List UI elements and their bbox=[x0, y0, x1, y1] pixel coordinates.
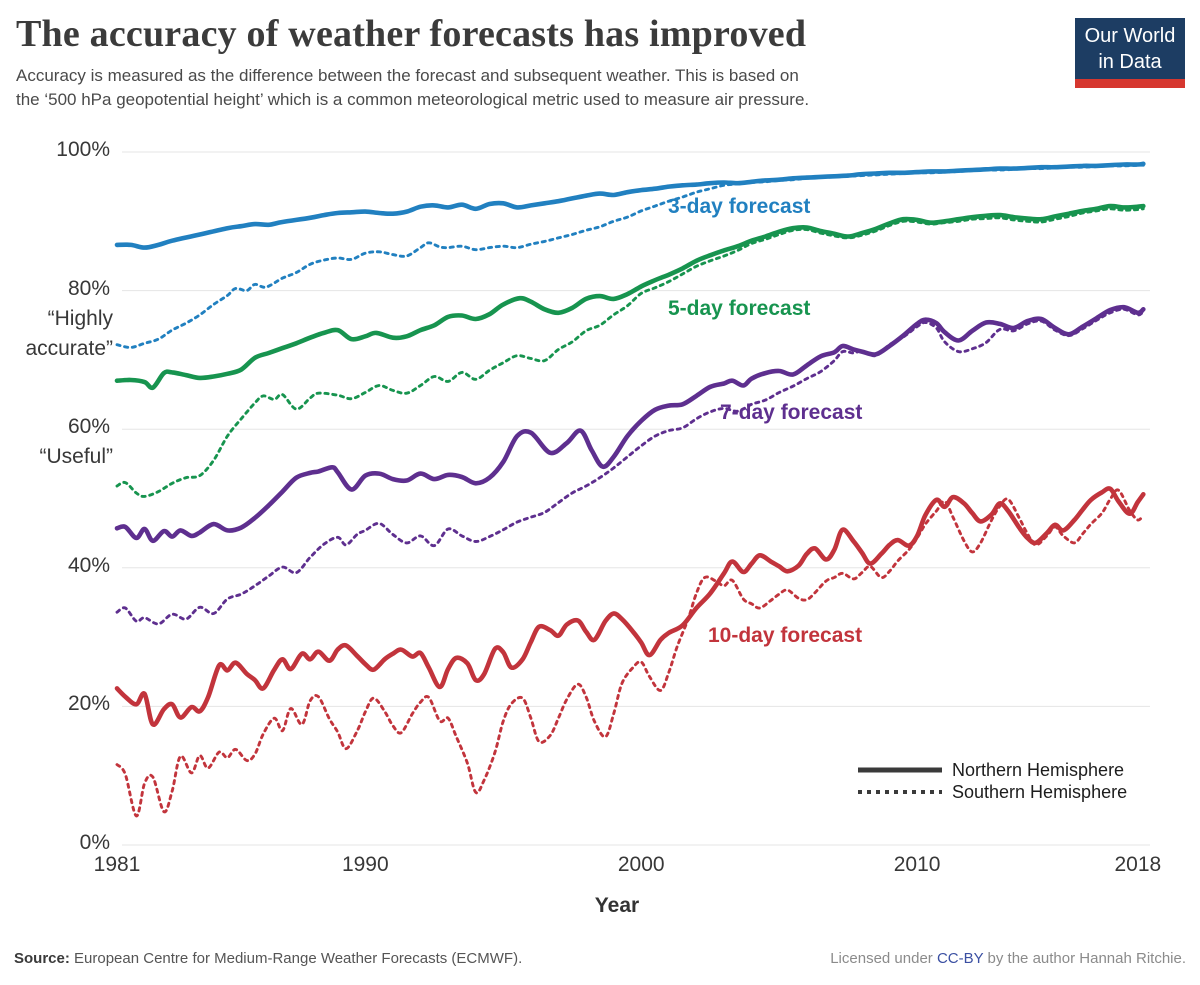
y-tick-label-60: 60% bbox=[67, 415, 110, 439]
line-7-day-northern bbox=[114, 304, 1146, 544]
cc-by-link[interactable]: CC-BY bbox=[936, 950, 984, 967]
legend-item-southern: Southern Hemisphere bbox=[858, 781, 1127, 803]
x-tick-label-1990: 1990 bbox=[341, 853, 389, 876]
y-tick-label-40: 40% bbox=[67, 553, 110, 577]
series-label-3-day: 3-day forecast bbox=[668, 195, 811, 218]
x-tick-label-2010: 2010 bbox=[893, 853, 941, 876]
owid-logo[interactable]: Our World in Data bbox=[1075, 18, 1185, 88]
x-tick-label-2018: 2018 bbox=[1114, 853, 1162, 876]
line-7-day-southern bbox=[115, 307, 1145, 626]
source-label: Source: bbox=[14, 950, 70, 967]
legend-label-southern: Southern Hemisphere bbox=[952, 781, 1128, 802]
line-3-day-northern bbox=[114, 161, 1146, 250]
chart-subtitle-line1: Accuracy is measured as the difference b… bbox=[16, 66, 799, 85]
dotted-line-swatch bbox=[858, 790, 942, 794]
series-label-10-day: 10-day forecast bbox=[708, 624, 863, 647]
solid-line-swatch bbox=[858, 767, 942, 773]
y-tick-label-100: 100% bbox=[56, 138, 110, 161]
chart-subtitle: Accuracy is measured as the difference b… bbox=[16, 64, 809, 112]
legend-label-northern: Northern Hemisphere bbox=[952, 759, 1125, 780]
chart-subtitle-line2: the ‘500 hPa geopotential height’ which … bbox=[16, 90, 810, 109]
x-axis-title: Year bbox=[594, 894, 640, 917]
y-tick-label-80: 80% bbox=[67, 276, 110, 300]
y-tick-label-0: 0% bbox=[79, 831, 110, 854]
source-text: European Centre for Medium-Range Weather… bbox=[69, 950, 523, 967]
y-axis-annotation-60: “Useful” bbox=[39, 445, 113, 469]
series-label-7-day: 7-day forecast bbox=[720, 401, 863, 424]
x-tick-label-2000: 2000 bbox=[617, 853, 665, 876]
x-tick-label-1981: 1981 bbox=[93, 853, 141, 876]
y-axis-annotation-80: “Highly accurate” bbox=[25, 306, 113, 360]
page-title: The accuracy of weather forecasts has im… bbox=[16, 13, 807, 55]
legend: Northern Hemisphere Southern Hemisphere bbox=[858, 759, 1127, 803]
line-10-day-southern bbox=[115, 488, 1145, 818]
source-note: Source: European Centre for Medium-Range… bbox=[14, 950, 522, 967]
legend-item-northern: Northern Hemisphere bbox=[858, 759, 1127, 781]
line-10-day-northern bbox=[114, 486, 1146, 727]
y-tick-label-20: 20% bbox=[67, 692, 110, 716]
line-5-day-northern bbox=[114, 203, 1146, 391]
license-note: Licensed under CC-BY by the author Hanna… bbox=[830, 950, 1186, 967]
series-label-5-day: 5-day forecast bbox=[668, 297, 811, 320]
owid-logo-text: Our World in Data bbox=[1084, 25, 1176, 73]
